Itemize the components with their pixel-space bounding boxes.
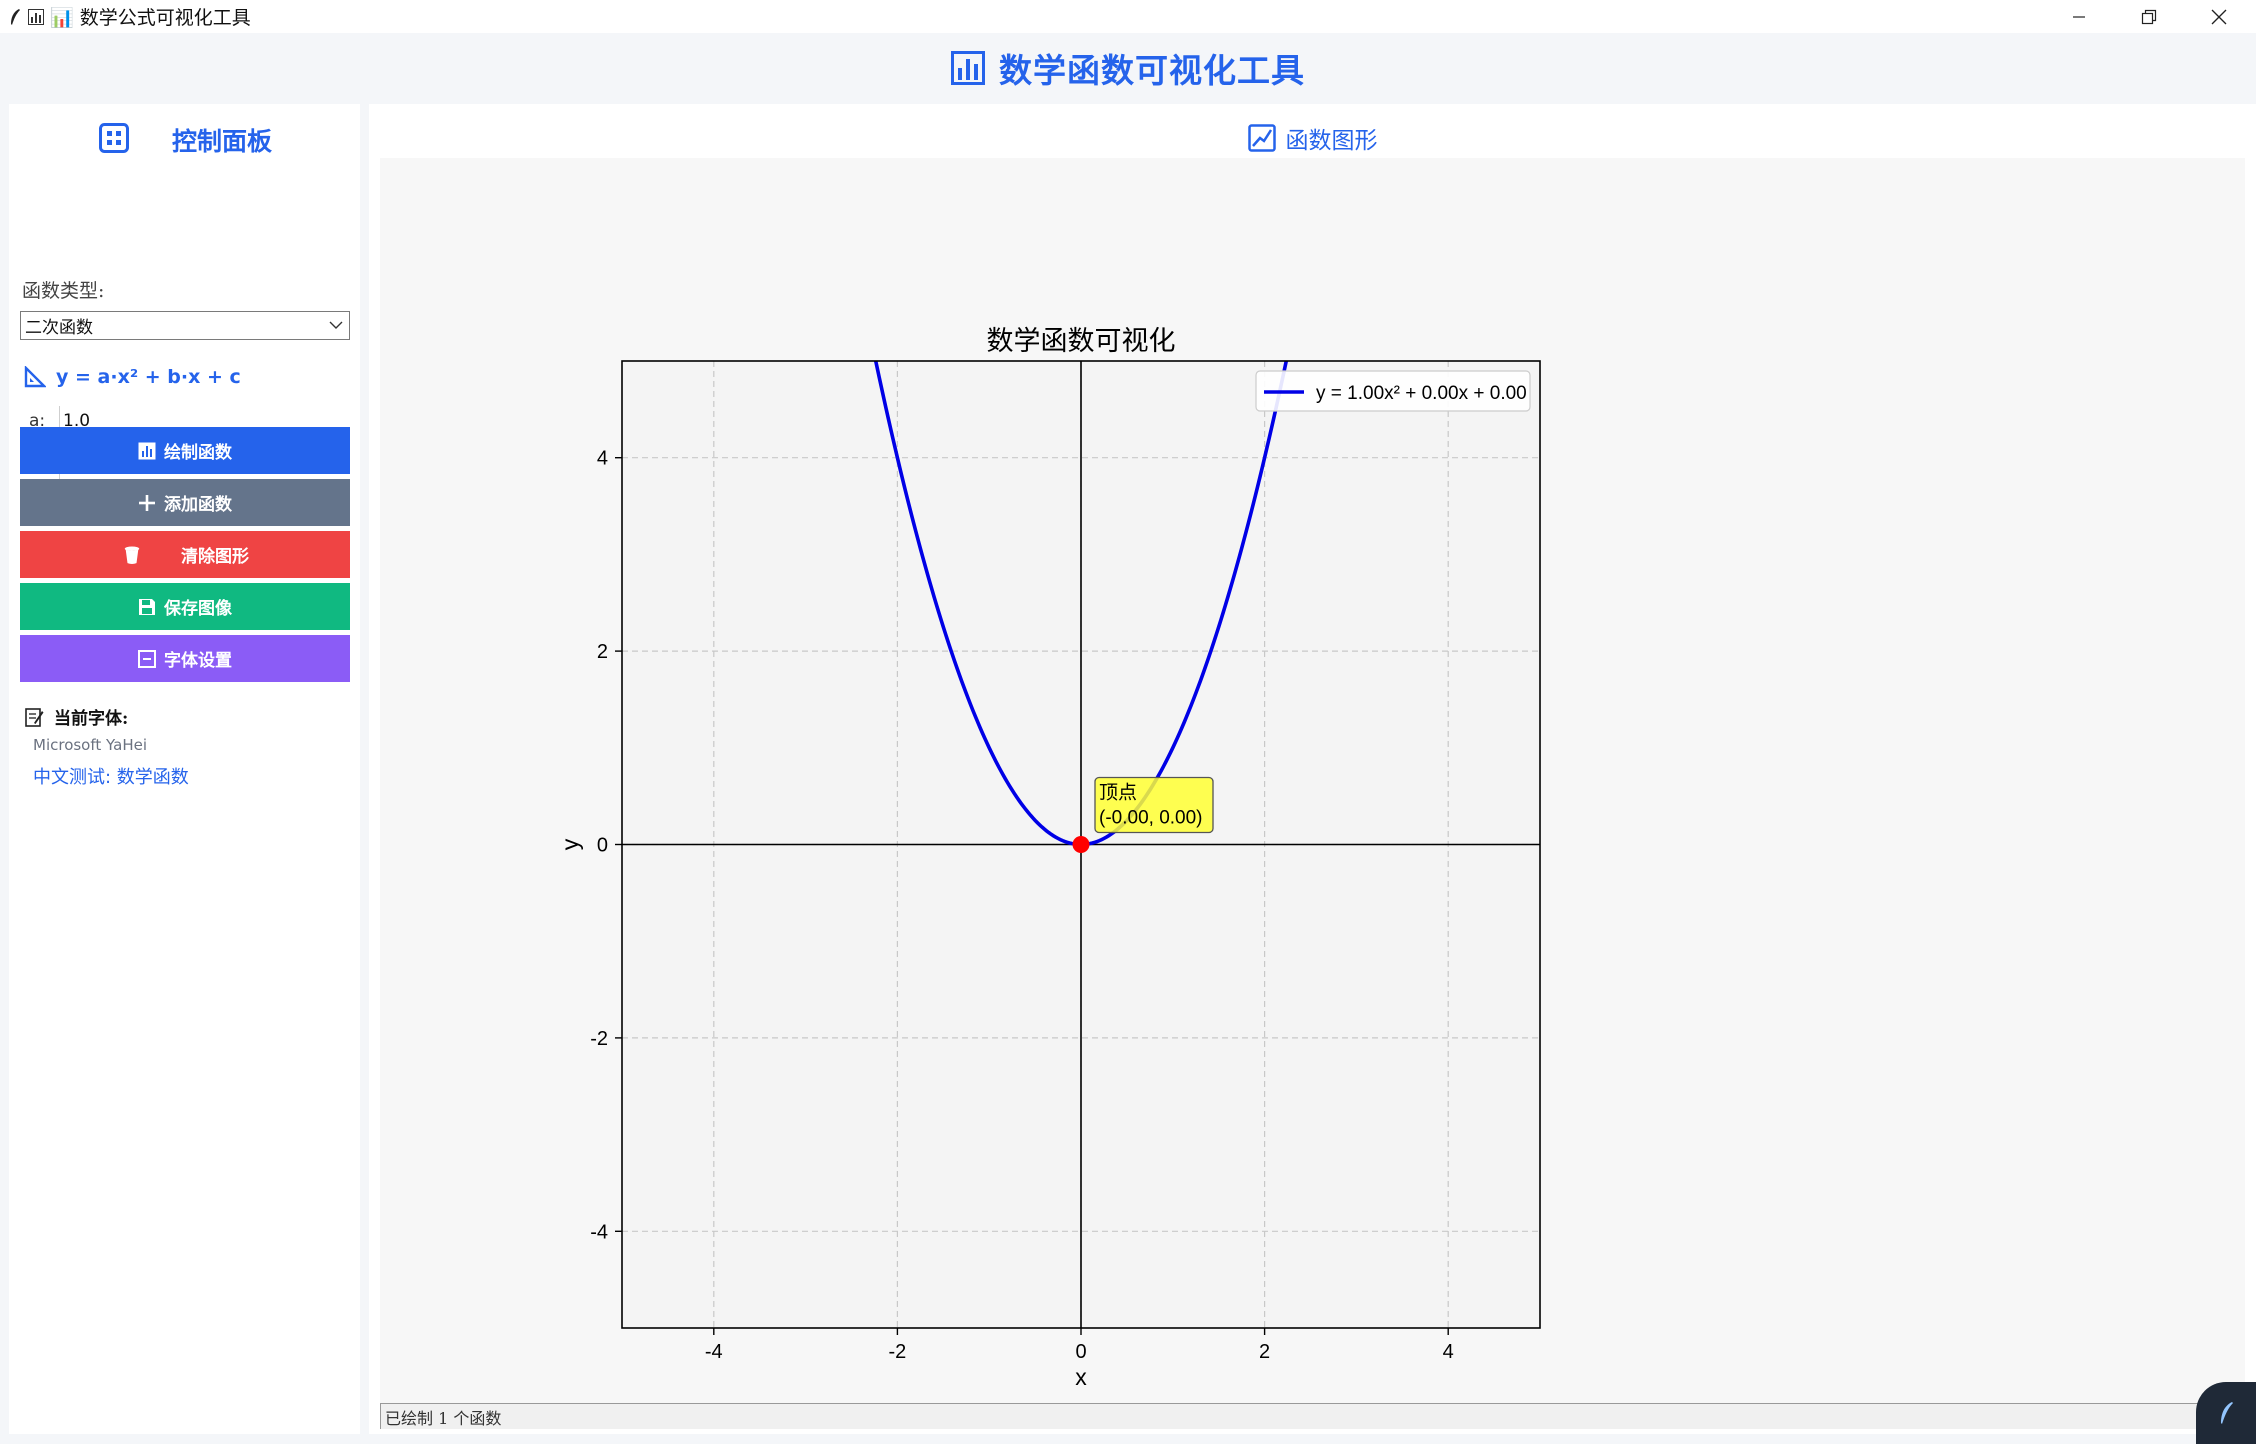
clear-graph-button[interactable]: 清除图形 <box>20 531 350 578</box>
close-icon <box>2211 9 2227 24</box>
font-test-text: 中文测试: 数学函数 <box>33 767 189 788</box>
status-text: 已绘制 1 个函数 <box>385 1408 502 1428</box>
legend-entry: y = 1.00x² + 0.00x + 0.00 <box>1316 383 1527 404</box>
app-header: 数学函数可视化工具 <box>0 33 2256 103</box>
memo-icon <box>25 707 44 727</box>
font-settings-label: 字体设置 <box>164 651 232 671</box>
graph-header: 函数图形 <box>369 118 2256 158</box>
control-panel-icon <box>99 123 129 153</box>
vertex-point <box>1072 836 1090 853</box>
chevron-down-icon <box>329 321 343 329</box>
vertex-annotation-coords: (-0.00, 0.00) <box>1099 808 1203 829</box>
param-a-label: a: <box>29 411 46 431</box>
app-title: 数学函数可视化工具 <box>999 51 1305 90</box>
function-type-label: 函数类型: <box>22 280 105 302</box>
y-tick-label: 0 <box>597 835 608 857</box>
current-font-name: Microsoft YaHei <box>33 736 147 754</box>
y-axis-label: y <box>557 838 583 850</box>
triangle-ruler-icon <box>24 366 46 388</box>
formula-text: y = a·x² + b·x + c <box>56 366 241 388</box>
vertex-annotation-box <box>1094 776 1214 834</box>
legend-box <box>1255 370 1531 412</box>
window-title: 📊 数学公式可视化工具 <box>50 7 251 29</box>
trash-icon <box>124 545 140 564</box>
y-tick-label: -2 <box>590 1028 608 1050</box>
font-box-icon <box>138 649 156 668</box>
draw-function-label: 绘制函数 <box>164 443 232 463</box>
x-axis-label: x <box>1075 1364 1087 1390</box>
graph-header-title: 函数图形 <box>1285 128 1378 154</box>
font-settings-button[interactable]: 字体设置 <box>20 635 350 682</box>
status-bar: 已绘制 1 个函数 <box>380 1403 2245 1429</box>
bar-chart-small-icon <box>28 8 44 25</box>
clear-graph-label: 清除图形 <box>181 547 249 567</box>
restore-icon <box>2141 9 2157 24</box>
feather-icon <box>11 8 20 25</box>
x-tick-label: -4 <box>705 1341 723 1363</box>
y-tick-label: -4 <box>590 1221 608 1243</box>
add-function-label: 添加函数 <box>164 495 232 515</box>
control-panel: 控制面板 函数类型: 二次函数 y = a·x² + b·x + c a: b:… <box>9 104 360 1434</box>
x-tick-label: 2 <box>1259 1341 1270 1363</box>
minimize-button[interactable] <box>2044 0 2114 33</box>
function-type-value: 二次函数 <box>25 318 93 338</box>
feather-icon <box>2221 1402 2233 1424</box>
floppy-disk-icon <box>139 598 155 615</box>
assistant-badge[interactable] <box>2196 1382 2256 1444</box>
control-panel-header: 控制面板 <box>9 116 360 162</box>
restore-button[interactable] <box>2114 0 2184 33</box>
control-panel-title: 控制面板 <box>172 127 273 156</box>
bar-chart-icon <box>951 51 985 85</box>
y-tick-label: 4 <box>597 448 608 470</box>
draw-function-button[interactable]: 绘制函数 <box>20 427 350 474</box>
add-function-button[interactable]: 添加函数 <box>20 479 350 526</box>
save-image-button[interactable]: 保存图像 <box>20 583 350 630</box>
x-tick-label: 0 <box>1075 1341 1086 1363</box>
y-tick-label: 2 <box>597 641 608 663</box>
function-chart: 顶点 (-0.00, 0.00) -4 -2 0 2 4 -4 -2 0 2 4 数学函数可视化 x y y … <box>557 326 1541 1390</box>
current-font-label: 当前字体: <box>54 709 129 729</box>
plot-canvas[interactable]: 顶点 (-0.00, 0.00) -4 -2 0 2 4 -4 -2 0 2 4 数学函数可视化 x y y … <box>380 158 2245 1403</box>
save-image-label: 保存图像 <box>164 599 232 619</box>
x-tick-label: 4 <box>1443 1341 1454 1363</box>
window-titlebar: 📊 数学公式可视化工具 <box>0 0 2256 33</box>
close-button[interactable] <box>2184 0 2254 33</box>
plus-icon <box>139 494 155 511</box>
chart-title: 数学函数可视化 <box>987 326 1176 356</box>
x-tick-label: -2 <box>889 1341 907 1363</box>
vertex-annotation-label: 顶点 <box>1099 782 1137 804</box>
formula-display: y = a·x² + b·x + c <box>24 366 241 388</box>
line-chart-icon <box>1247 124 1276 152</box>
minimize-icon <box>2073 15 2085 18</box>
function-type-select[interactable]: 二次函数 <box>20 311 350 340</box>
bar-chart-icon <box>138 442 156 459</box>
current-font-heading: 当前字体: <box>24 704 128 729</box>
graph-panel: 函数图形 顶点 (-0.00, 0.00) -4 -2 0 2 4 -4 -2 0 2 4 数学函数可视… <box>369 104 2256 1434</box>
